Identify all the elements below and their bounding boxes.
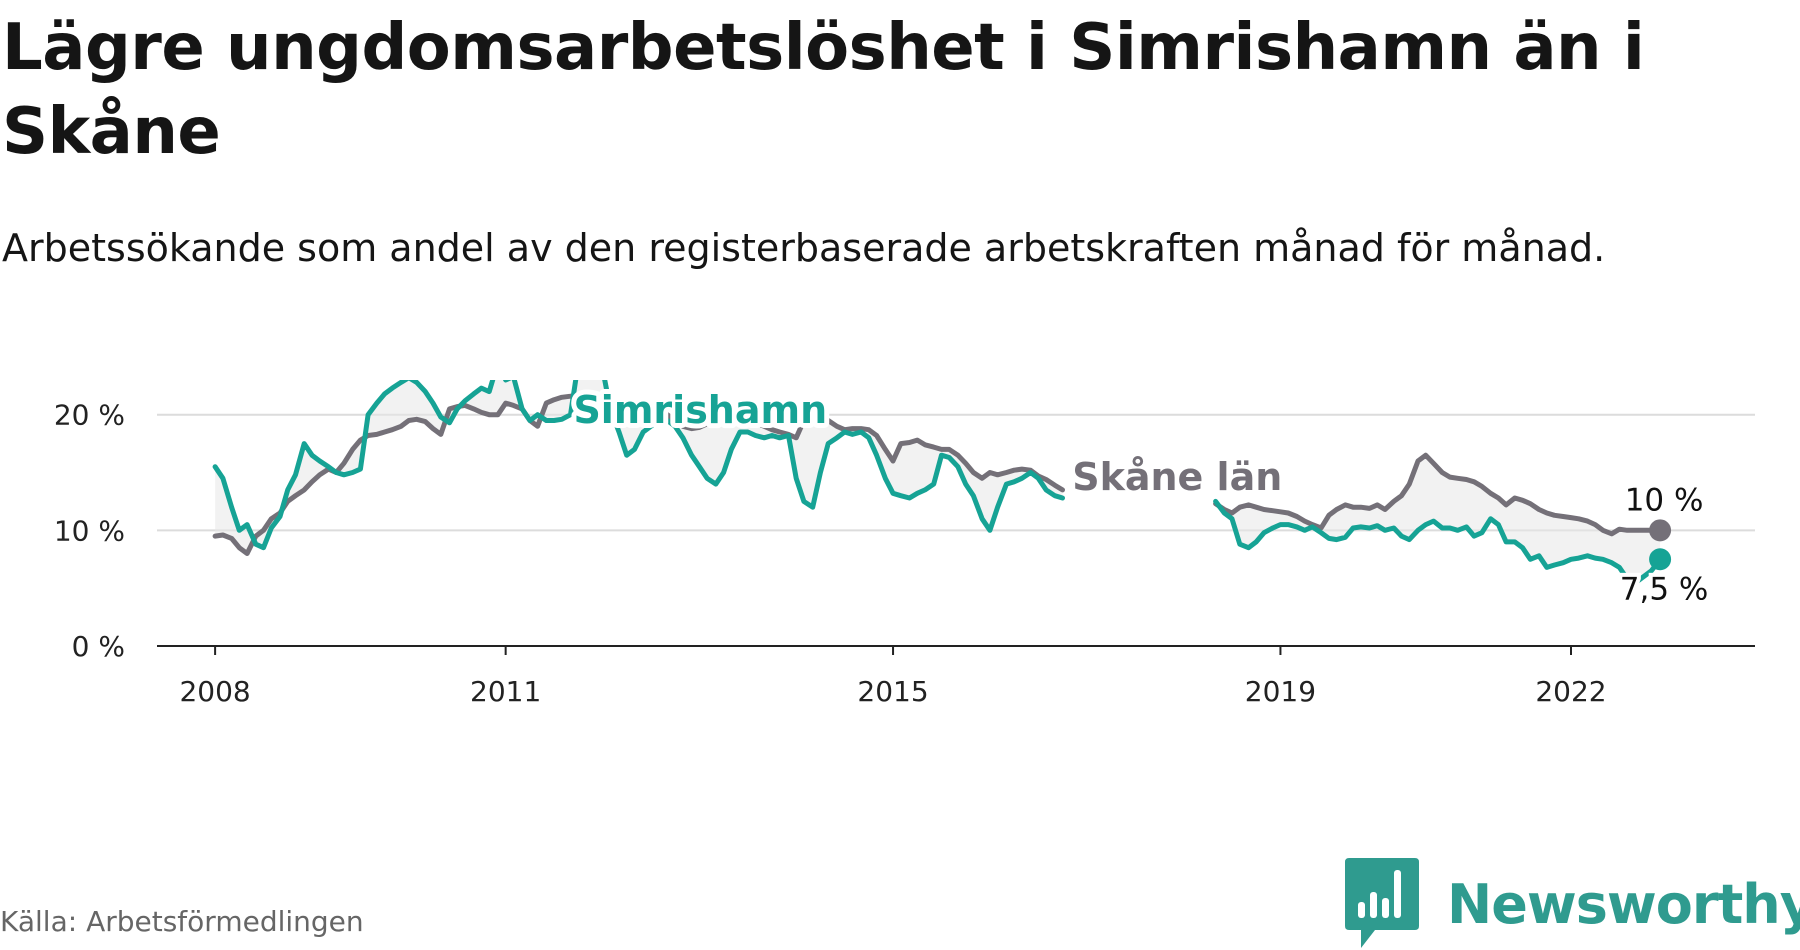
difference-area bbox=[215, 380, 1661, 583]
newsworthy-logo: Newsworthy bbox=[1345, 858, 1800, 950]
chart-title: Lägre ungdomsarbetslöshet i Simrishamn ä… bbox=[2, 11, 1645, 169]
end-label-skane: 10 % bbox=[1625, 482, 1704, 518]
axes: 0 % 10 % 20 % 2008 2011 2015 2019 2022 bbox=[54, 399, 1755, 708]
label-skane: Skåne län bbox=[1072, 455, 1282, 499]
chart-subtitle: Arbetssökande som andel av den registerb… bbox=[2, 226, 1606, 270]
skane-line bbox=[1213, 452, 1663, 537]
y-tick-label: 10 % bbox=[54, 514, 125, 547]
x-tick-label: 2015 bbox=[857, 675, 928, 708]
skane-line-end-point bbox=[1649, 519, 1672, 542]
skane-line bbox=[212, 392, 1065, 556]
line-chart: 0 % 10 % 20 % 2008 2011 2015 2019 2022 Simrisha… bbox=[54, 380, 1755, 708]
brand-name: Newsworthy bbox=[1447, 872, 1800, 936]
difference-area-segment bbox=[215, 380, 1063, 554]
difference-area-segment bbox=[1215, 455, 1661, 583]
end-label-simrishamn: 7,5 % bbox=[1620, 571, 1709, 607]
simrishamn-line bbox=[1213, 498, 1663, 585]
label-simrishamn: Simrishamn bbox=[573, 388, 827, 432]
simrishamn-line-end-point bbox=[1649, 548, 1672, 571]
series-lines bbox=[212, 380, 1672, 585]
label-simrishamn-halo: Simrishamn bbox=[573, 388, 827, 432]
label-skane-halo: Skåne län bbox=[1072, 455, 1282, 499]
x-tick-label: 2022 bbox=[1535, 675, 1606, 708]
x-tick-label: 2019 bbox=[1245, 675, 1316, 708]
x-tick-label: 2008 bbox=[179, 675, 250, 708]
y-tick-label: 20 % bbox=[54, 399, 125, 432]
y-tick-label: 0 % bbox=[72, 630, 125, 663]
newsworthy-logo-icon bbox=[1345, 858, 1419, 948]
x-tick-label: 2011 bbox=[470, 675, 541, 708]
simrishamn-line bbox=[212, 380, 1065, 551]
source-note: Källa: Arbetsförmedlingen bbox=[0, 905, 364, 938]
